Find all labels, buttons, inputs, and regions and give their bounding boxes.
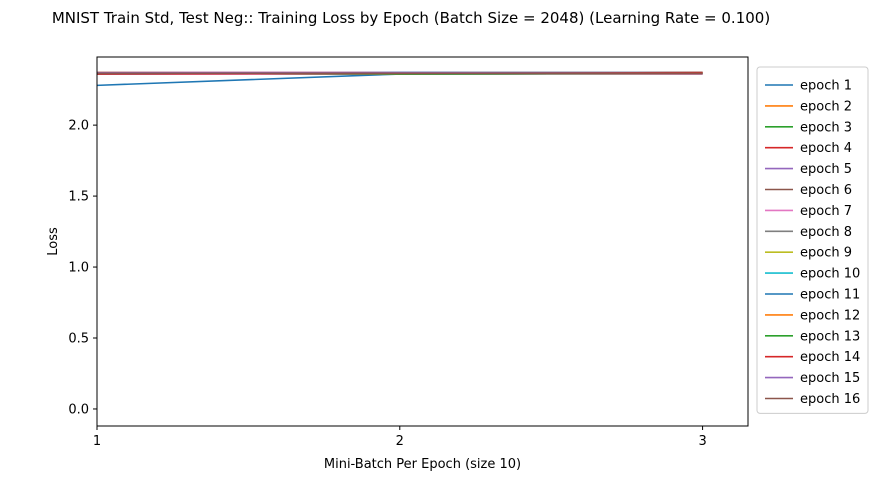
legend-label: epoch 3: [800, 120, 852, 135]
x-tick-label: 1: [93, 434, 101, 449]
legend-label: epoch 5: [800, 162, 852, 177]
y-axis: 0.0 0.5 1.0 1.5 2.0: [68, 119, 97, 417]
legend-label: epoch 8: [800, 225, 852, 240]
legend-label: epoch 10: [800, 267, 860, 282]
legend-label: epoch 16: [800, 392, 860, 407]
legend-label: epoch 6: [800, 183, 852, 198]
y-tick-label: 0.5: [68, 332, 89, 347]
y-tick-label: 2.0: [68, 119, 89, 134]
series-layer: [96, 71, 703, 87]
legend: epoch 1 epoch 2 epoch 3 epoch 4 epoch 5 epoch…: [756, 66, 869, 414]
x-tick-label: 3: [698, 434, 706, 449]
legend-label: epoch 9: [800, 246, 852, 261]
x-axis: 1 2 3: [93, 426, 707, 449]
y-tick-label: 0.0: [68, 402, 89, 417]
legend-label: epoch 7: [800, 204, 852, 219]
x-axis-label: Mini-Batch Per Epoch (size 10): [324, 457, 521, 472]
x-tick-label: 2: [396, 434, 404, 449]
legend-label: epoch 11: [800, 288, 860, 303]
legend-label: epoch 1: [800, 79, 852, 94]
series-line-1: [96, 72, 703, 87]
legend-label: epoch 12: [800, 308, 860, 323]
legend-label: epoch 13: [800, 329, 860, 344]
plot-area: [96, 56, 749, 427]
legend-label: epoch 4: [800, 141, 852, 156]
legend-label: epoch 14: [800, 350, 860, 365]
legend-label: epoch 15: [800, 371, 860, 386]
legend-box: [756, 66, 869, 414]
y-tick-label: 1.0: [68, 261, 89, 276]
y-tick-label: 1.5: [68, 190, 89, 205]
legend-label: epoch 2: [800, 99, 852, 114]
chart-title: MNIST Train Std, Test Neg:: Training Los…: [52, 9, 770, 27]
y-axis-label: Loss: [46, 227, 61, 256]
